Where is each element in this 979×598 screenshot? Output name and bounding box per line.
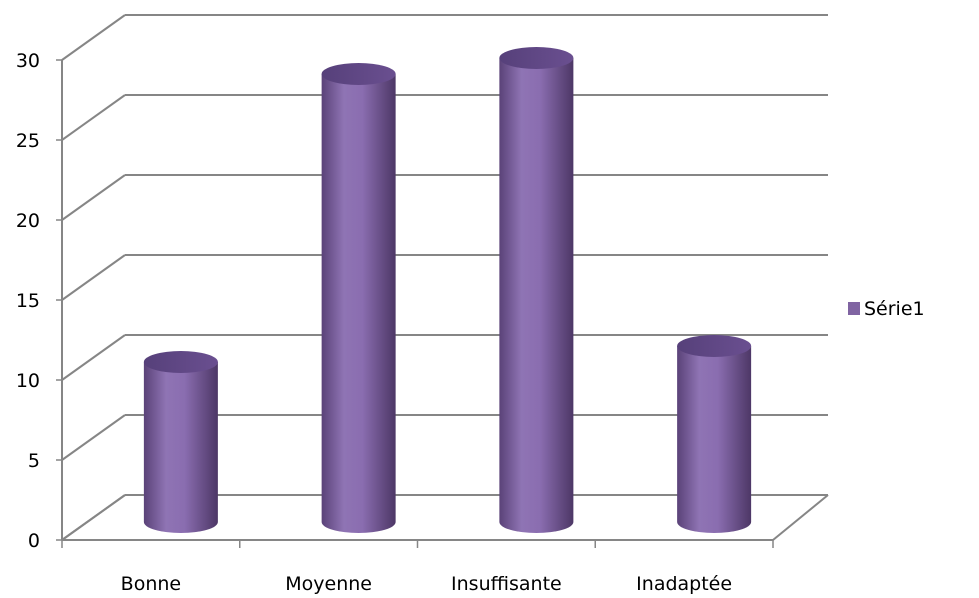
gridline-diagonal [61,174,126,221]
bar-top [677,335,752,357]
gridline-diagonal [61,254,126,301]
y-tick-label: 20 [16,210,40,232]
bar-top [499,47,574,69]
bar-body [499,58,574,533]
gridline-diagonal [61,14,126,61]
x-tick-label: Insuffisante [451,573,562,595]
bar-body [143,362,218,533]
axis-labels: 0 5 10 15 20 25 30 Bonne Moyenne Insuffisante Inad… [16,50,732,595]
y-tick-label: 30 [16,50,40,72]
bar-top [321,63,396,85]
bar [499,47,574,533]
bar [321,63,396,533]
bar-body [321,74,396,533]
y-tick-label: 10 [16,370,40,392]
gridline-diagonal [61,334,126,381]
bar-body [677,346,752,533]
bar-top [143,351,218,373]
legend: Série1 [848,298,925,320]
gridlines [61,14,828,541]
gridline-diagonal [61,414,126,461]
bars [143,47,752,533]
y-tick-label: 15 [16,290,40,312]
legend-swatch [848,302,860,315]
x-tick-label: Inadaptée [636,573,732,595]
bar [677,335,752,533]
y-tick-label: 5 [28,450,40,472]
y-tick-label: 25 [16,130,40,152]
legend-label: Série1 [864,298,925,320]
x-tick-label: Bonne [121,573,181,595]
x-tick-label: Moyenne [285,573,372,595]
bar [143,351,218,533]
y-tick-label: 0 [28,530,40,552]
gridline-diagonal [61,94,126,141]
legend-item: Série1 [848,298,925,320]
floor-left-edge [61,494,126,541]
floor-right-edge [772,494,829,541]
